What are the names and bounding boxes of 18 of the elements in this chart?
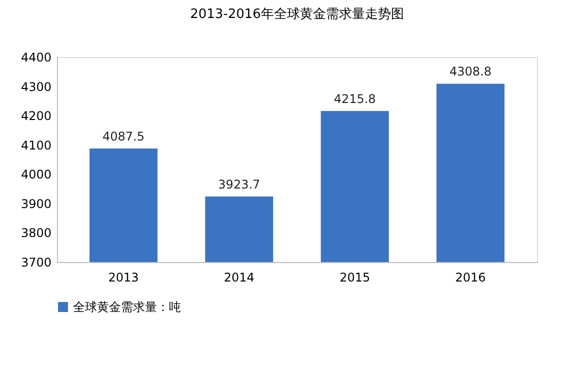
- y-tick-label: 4300: [20, 80, 52, 94]
- y-tick-label: 3800: [20, 226, 52, 240]
- data-label: 4087.5: [102, 130, 145, 144]
- y-tick-label: 4200: [20, 109, 52, 124]
- data-label: 3923.7: [218, 177, 260, 192]
- data-label: 4308.8: [449, 64, 492, 79]
- data-label: 4215.8: [334, 92, 376, 106]
- y-tick-label: 4100: [20, 138, 52, 152]
- y-tick-label: 4000: [20, 168, 52, 182]
- x-tick-label: 2015: [340, 270, 370, 284]
- x-tick-label: 2016: [455, 270, 486, 284]
- y-tick-label: 3700: [20, 256, 52, 270]
- chart-title: 2013-2016年全球黄金需求量走势图: [190, 7, 404, 22]
- x-tick-label: 2013: [108, 270, 139, 284]
- y-tick-label: 3900: [20, 196, 52, 211]
- y-tick-label: 4400: [20, 50, 52, 64]
- legend-label: 全球黄金需求量：吨: [73, 300, 181, 314]
- x-tick-label: 2014: [224, 270, 254, 284]
